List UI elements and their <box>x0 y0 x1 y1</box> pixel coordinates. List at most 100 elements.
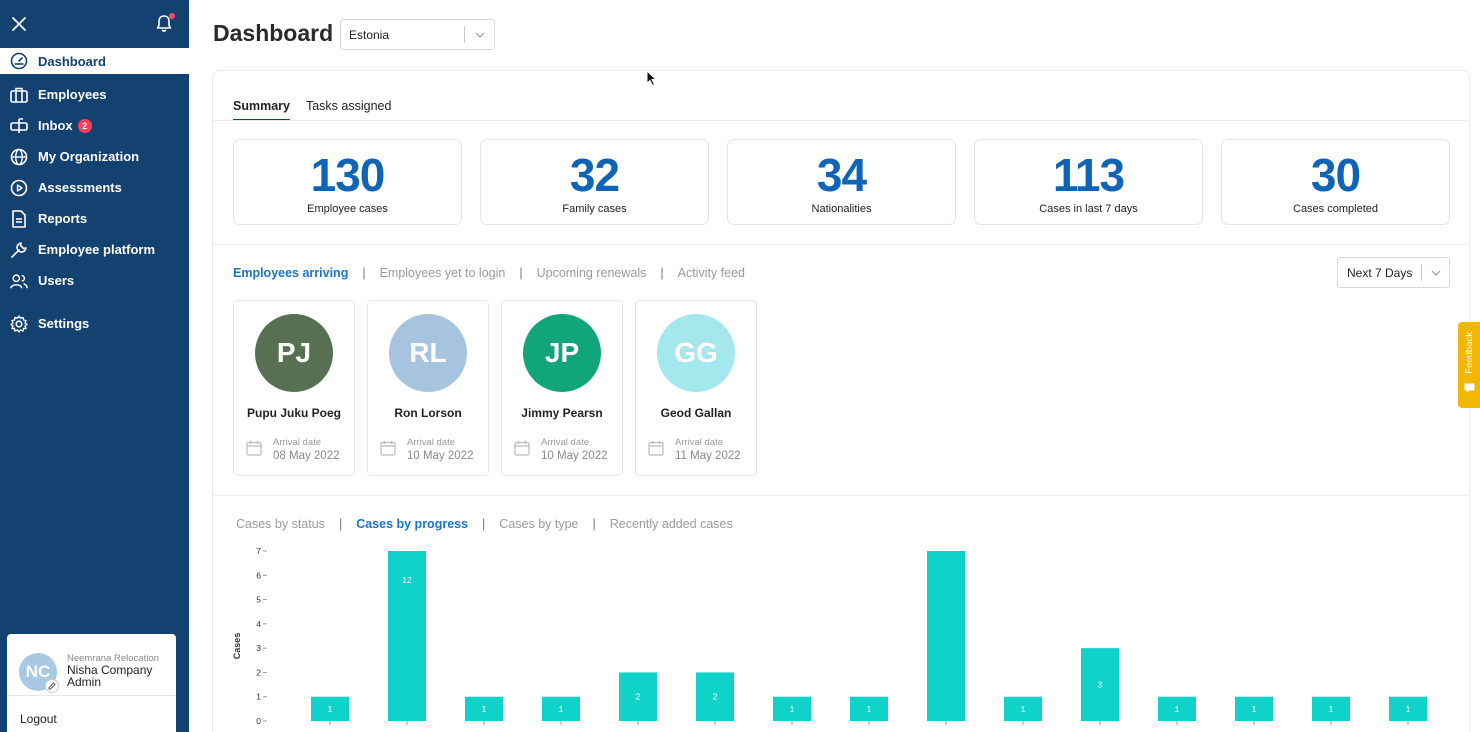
subtab-employees-arriving[interactable]: Employees arriving <box>233 266 349 280</box>
employee-card[interactable]: PJ Pupu Juku Poeg Arrival date 08 May 20… <box>233 300 355 476</box>
notification-bell-icon[interactable] <box>155 13 175 34</box>
sidebar-item-employees[interactable]: Employees <box>0 79 189 110</box>
stat-label: Cases in last 7 days <box>1039 203 1138 215</box>
bar <box>850 696 888 721</box>
feedback-tab[interactable]: Feedback <box>1458 322 1480 408</box>
profile-card: NC Neemrana Relocation Nisha Company Adm… <box>7 634 176 732</box>
arrival-date: 10 May 2022 <box>407 450 474 462</box>
bar <box>542 696 580 721</box>
arrival-info: Arrival date 10 May 2022 <box>514 437 622 463</box>
y-tick-label: 7 <box>256 546 261 556</box>
sidebar-item-my-organization[interactable]: My Organization <box>0 141 189 172</box>
subtab-recently-added-cases[interactable]: Recently added cases <box>609 517 733 531</box>
select-separator <box>464 26 465 43</box>
subtab-upcoming-renewals[interactable]: Upcoming renewals <box>536 266 647 280</box>
users-icon <box>10 272 28 290</box>
y-tick-label: 4 <box>256 619 261 629</box>
employee-card[interactable]: JP Jimmy Pearsn Arrival date 10 May 2022 <box>501 300 623 476</box>
employee-card[interactable]: RL Ron Lorson Arrival date 10 May 2022 <box>367 300 489 476</box>
arrival-label: Arrival date <box>675 437 724 448</box>
date-range-select[interactable]: Next 7 Days <box>1337 257 1450 288</box>
arrival-label: Arrival date <box>273 437 322 448</box>
notification-dot <box>169 13 175 19</box>
dashboard-panel: Summary Tasks assigned 130 Employee case… <box>212 70 1470 732</box>
feedback-label: Feedback <box>1463 332 1475 374</box>
y-axis-label: Cases <box>232 633 242 660</box>
sidebar-item-label: Reports <box>38 211 88 226</box>
stat-card-employee-cases[interactable]: 130 Employee cases <box>233 139 462 225</box>
dashboard-icon <box>10 52 28 70</box>
sidebar-item-users[interactable]: Users <box>0 265 189 296</box>
stat-card-cases-last-7-days[interactable]: 113 Cases in last 7 days <box>974 139 1203 225</box>
profile-name: Nisha Company <box>67 662 153 677</box>
arrival-date: 08 May 2022 <box>273 450 340 462</box>
sidebar-item-reports[interactable]: Reports <box>0 203 189 234</box>
bar-data-label: 1 <box>1406 704 1411 714</box>
avatar: GG <box>657 314 735 392</box>
wrench-icon <box>10 241 28 259</box>
subtab-cases-by-type[interactable]: Cases by type <box>499 517 579 531</box>
subtab-cases-by-status[interactable]: Cases by status <box>236 517 325 531</box>
calendar-icon <box>246 440 264 461</box>
chevron-down-icon[interactable] <box>465 32 494 38</box>
stat-label: Employee cases <box>307 203 388 215</box>
play-circle-icon <box>10 179 28 197</box>
bar-data-label: 1 <box>867 704 872 714</box>
bar-data-label: 3 <box>1098 680 1103 690</box>
stat-card-nationalities[interactable]: 34 Nationalities <box>727 139 956 225</box>
arrival-label: Arrival date <box>407 437 456 448</box>
sidebar-item-employee-platform[interactable]: Employee platform <box>0 234 189 265</box>
bar <box>1158 696 1196 721</box>
bar <box>619 672 657 721</box>
employee-card[interactable]: GG Geod Gallan Arrival date 11 May 2022 <box>635 300 757 476</box>
bar-data-label: 1 <box>1021 704 1026 714</box>
tab-tasks-assigned[interactable]: Tasks assigned <box>305 99 392 113</box>
subtab-cases-by-progress[interactable]: Cases by progress <box>356 517 469 531</box>
subtab-employees-yet-to-login[interactable]: Employees yet to login <box>379 266 506 280</box>
sidebar-item-label: Dashboard <box>38 53 106 69</box>
tab-summary[interactable]: Summary <box>233 99 290 121</box>
arrival-date: 10 May 2022 <box>541 450 608 462</box>
stat-value: 30 <box>1310 149 1361 201</box>
cases-subnav: Cases by status | Cases by progress | Ca… <box>236 517 733 531</box>
stat-label: Family cases <box>562 203 627 215</box>
bar <box>1235 696 1273 721</box>
stat-card-family-cases[interactable]: 32 Family cases <box>480 139 709 225</box>
stat-card-cases-completed[interactable]: 30 Cases completed <box>1221 139 1450 225</box>
logout-link[interactable]: Logout <box>20 712 57 726</box>
briefcase-icon <box>10 86 28 104</box>
close-icon[interactable] <box>12 17 26 31</box>
country-select[interactable]: Estonia <box>340 19 495 50</box>
sidebar-item-assessments[interactable]: Assessments <box>0 172 189 203</box>
bar-data-label: 12 <box>402 575 412 585</box>
bar <box>927 551 965 721</box>
globe-icon <box>10 148 28 166</box>
subtab-activity-feed[interactable]: Activity feed <box>677 266 746 280</box>
subnav-separator: | <box>592 517 596 531</box>
sidebar-item-dashboard[interactable]: Dashboard <box>0 48 189 74</box>
section-divider <box>213 244 1469 245</box>
document-icon <box>10 209 28 228</box>
arrival-info: Arrival date 08 May 2022 <box>246 437 354 463</box>
employee-name: Ron Lorson <box>394 406 462 420</box>
subnav-separator: | <box>660 266 664 280</box>
bar-data-label: 2 <box>636 692 641 702</box>
subnav-separator: | <box>519 266 523 280</box>
nav-gap <box>0 296 189 308</box>
avatar[interactable]: NC <box>19 652 59 693</box>
chevron-down-icon[interactable] <box>1422 270 1449 276</box>
sidebar: Dashboard Employees Inbox 2 My Organizat… <box>0 0 189 732</box>
avatar: JP <box>523 314 601 392</box>
y-tick-label: 6 <box>256 570 261 580</box>
employee-name: Jimmy Pearsn <box>521 406 603 420</box>
profile-summary[interactable]: NC Neemrana Relocation Nisha Company Adm… <box>7 634 176 696</box>
sidebar-item-inbox[interactable]: Inbox 2 <box>0 110 189 141</box>
calendar-icon <box>380 440 398 461</box>
select-separator <box>1421 264 1422 281</box>
stat-label: Nationalities <box>811 203 872 215</box>
edit-icon[interactable] <box>45 678 59 693</box>
sidebar-item-label: Employee platform <box>38 242 156 257</box>
sidebar-item-settings[interactable]: Settings <box>0 308 189 339</box>
employee-name: Geod Gallan <box>660 406 732 420</box>
